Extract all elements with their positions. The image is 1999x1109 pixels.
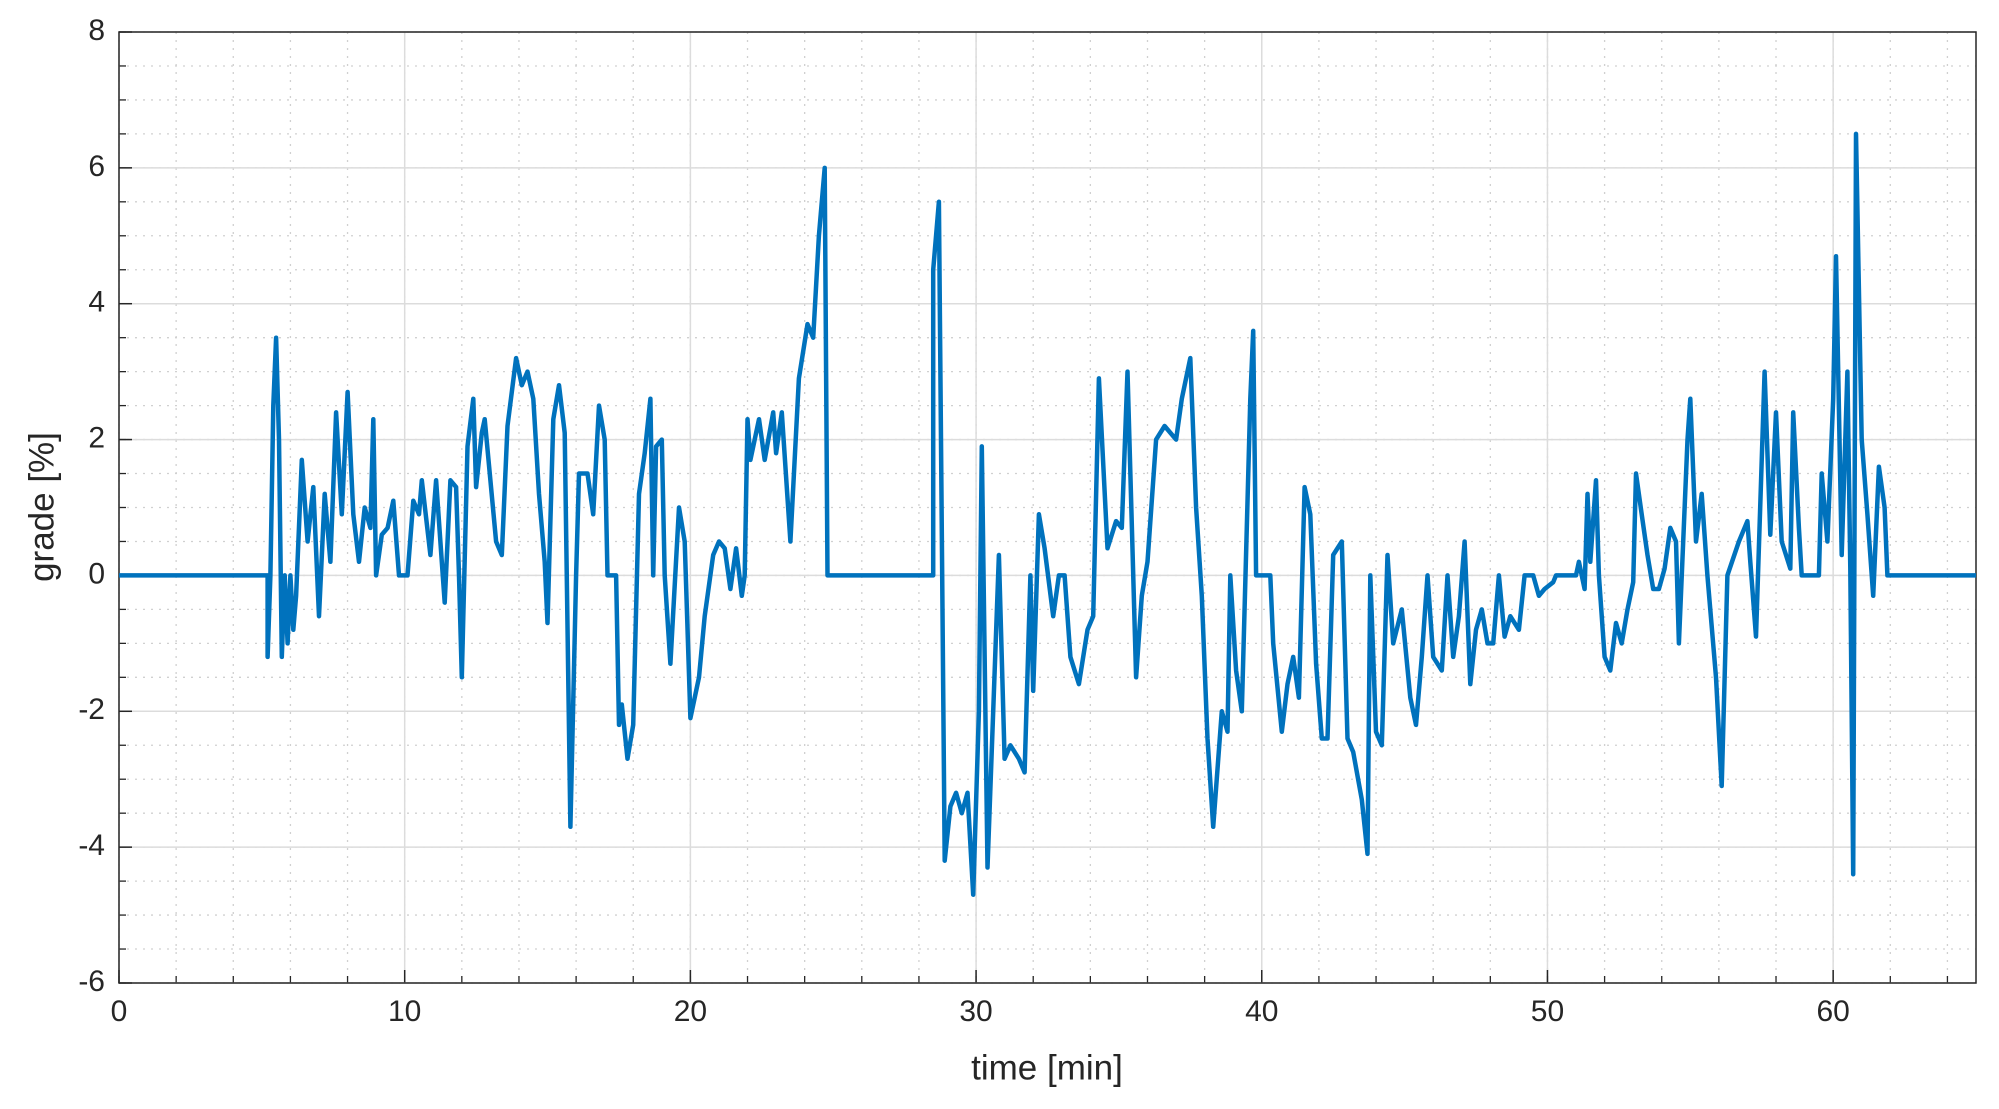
x-tick-label: 20 xyxy=(674,995,707,1028)
x-tick-label: 60 xyxy=(1816,995,1849,1028)
y-axis-title: grade [%] xyxy=(22,432,61,582)
x-tick-label: 10 xyxy=(388,995,421,1028)
x-tick-label: 30 xyxy=(959,995,992,1028)
x-axis-title: time [min] xyxy=(971,1048,1123,1087)
x-tick-label: 50 xyxy=(1531,995,1564,1028)
y-tick-label: 6 xyxy=(88,150,105,183)
y-tick-label: -4 xyxy=(78,829,105,862)
plot-frame xyxy=(118,31,1977,984)
y-tick-label: 2 xyxy=(88,421,105,454)
y-tick-label: -6 xyxy=(78,965,105,998)
data-line xyxy=(119,131,1976,897)
x-tick-label: 40 xyxy=(1245,995,1278,1028)
y-tick-label: -2 xyxy=(78,693,105,726)
y-tick-label: 4 xyxy=(88,286,105,319)
x-tick-label: 0 xyxy=(111,995,128,1028)
y-tick-label: 0 xyxy=(88,557,105,590)
y-tick-label: 8 xyxy=(88,14,105,47)
